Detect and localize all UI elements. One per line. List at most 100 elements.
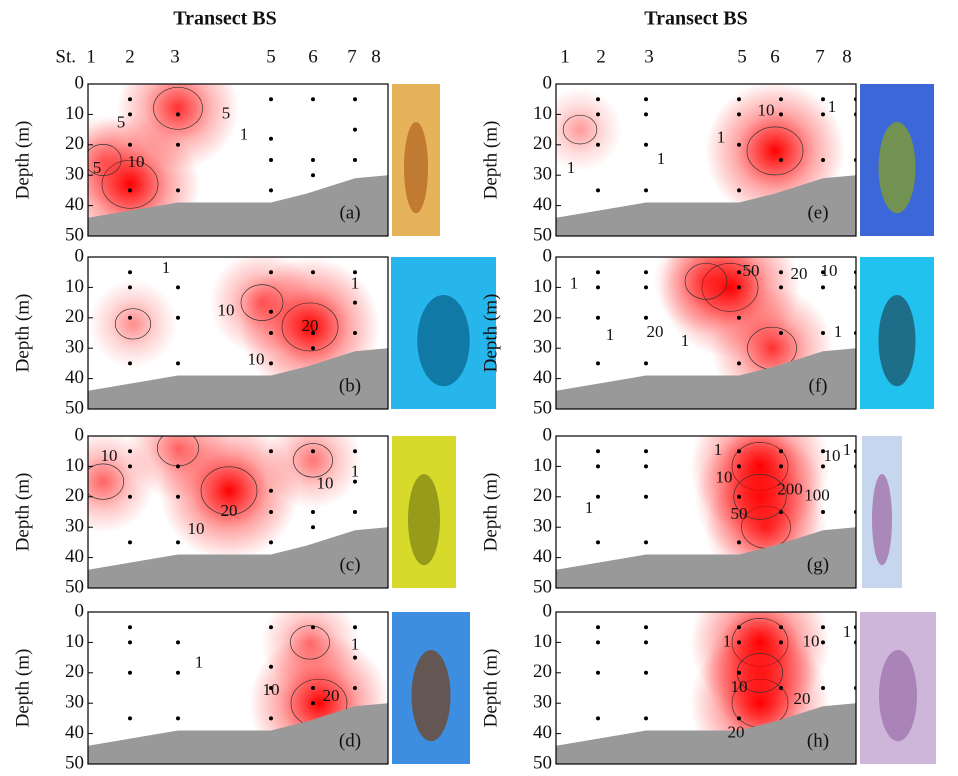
sample-point [128, 540, 132, 545]
sample-point [821, 686, 825, 690]
sample-point [176, 142, 180, 147]
sample-point [596, 625, 600, 630]
sample-point [596, 285, 600, 290]
sample-point [644, 97, 648, 102]
contour-label: 10 [218, 301, 235, 320]
sample-point [596, 97, 600, 102]
sample-point [311, 525, 315, 530]
y-tick-label: 0 [543, 245, 553, 266]
y-tick-label: 50 [533, 752, 552, 773]
sample-point [821, 449, 825, 454]
y-tick-label: 10 [533, 631, 552, 652]
sample-point [311, 346, 315, 351]
sample-point [779, 112, 783, 117]
y-tick-label: 30 [65, 692, 84, 713]
sample-point [644, 449, 648, 454]
y-tick-label: 40 [533, 546, 552, 567]
y-tick-label: 10 [65, 455, 84, 476]
sample-point [737, 285, 741, 290]
y-tick-label: 0 [75, 245, 85, 266]
y-tick-label: 20 [533, 306, 552, 327]
station-label: 5 [737, 46, 747, 67]
contour-line [746, 126, 804, 176]
sample-point [269, 158, 273, 162]
sample-point [269, 625, 273, 630]
hotspot [261, 612, 359, 692]
panel-label: (h) [807, 730, 829, 751]
sample-point [737, 625, 741, 630]
y-tick-label: 10 [533, 276, 552, 297]
contour-label: 1 [585, 498, 594, 517]
panel-label: (f) [809, 375, 828, 396]
y-tick-label: 0 [543, 72, 553, 93]
panel-label: (d) [339, 730, 361, 751]
sample-point [176, 315, 180, 320]
panel: 10 20 10 10 1 Depth (m) 0 10 20 30 40 50 (c) [12, 424, 456, 597]
sample-point [821, 285, 825, 290]
plot-area: 1 10 20 20 10 1 [556, 612, 856, 764]
contour-label: 1 [843, 440, 852, 459]
sample-point [596, 315, 600, 320]
organism-body [878, 295, 916, 387]
y-tick-label: 40 [65, 367, 84, 388]
y-axis-label: Depth (m) [480, 473, 501, 552]
plot-area: 1 50 20 10 20 1 1 1 [556, 257, 856, 409]
sample-point [311, 510, 315, 514]
contour-label: 10 [128, 152, 145, 171]
seafloor [556, 703, 856, 764]
sample-point [128, 315, 132, 320]
sample-point [737, 494, 741, 499]
sample-point [176, 640, 180, 645]
y-tick-label: 20 [533, 133, 552, 154]
y-tick-label: 50 [65, 224, 84, 245]
sample-point [269, 331, 273, 335]
contour-label: 100 [804, 486, 830, 505]
y-axis-label: Depth (m) [12, 294, 33, 373]
contour-label: 20 [647, 322, 664, 341]
sample-point [737, 112, 741, 117]
sample-point [128, 285, 132, 290]
sample-point [269, 136, 273, 141]
contour-label: 10 [803, 631, 820, 650]
sample-point [596, 112, 600, 117]
panel: 10 1 1 1 1 Transect BS 1 2 3 5 6 7 8 Depth (m) 0 10 20 30… [480, 8, 934, 245]
sample-point [128, 97, 132, 102]
contour-label: 1 [351, 634, 360, 653]
sample-point [821, 331, 825, 335]
y-axis-label: Depth (m) [480, 294, 501, 373]
y-tick-label: 40 [65, 546, 84, 567]
contour-label: 10 [716, 467, 733, 486]
sample-point [128, 640, 132, 645]
contour-label: 5 [117, 112, 126, 131]
contour-label: 1 [843, 622, 852, 641]
sample-point [269, 449, 273, 454]
panel: 1 50 20 10 20 1 1 1 Depth (m) 0 10 20 30 40 50 (f) [480, 245, 934, 418]
sample-point [821, 158, 825, 162]
plot-frame [555, 256, 857, 410]
sample-point [737, 361, 741, 366]
organism-body [872, 473, 892, 566]
y-tick-label: 20 [65, 306, 84, 327]
y-tick-label: 30 [533, 337, 552, 358]
sample-point [176, 540, 180, 545]
y-tick-label: 20 [65, 133, 84, 154]
station-label: 6 [308, 46, 318, 67]
sample-point [311, 270, 315, 275]
contour-label: 20 [728, 723, 745, 742]
contour-label: 10 [248, 349, 265, 368]
y-tick-label: 10 [65, 631, 84, 652]
panel-label: (e) [807, 202, 828, 223]
plot-frame [87, 83, 389, 237]
sample-point [737, 270, 741, 275]
sample-point [737, 97, 741, 102]
y-tick-label: 30 [65, 337, 84, 358]
station-label: 7 [347, 46, 357, 67]
title: Transect BS [173, 8, 277, 30]
sample-point [269, 309, 273, 314]
sample-point [269, 488, 273, 493]
contour-label: 1 [606, 325, 615, 344]
panel: 5 5 5 10 1 Transect BS St. 1 2 3 5 6 7 8 Depth (m) 0 10 2… [12, 8, 440, 245]
y-tick-label: 10 [533, 103, 552, 124]
sample-point [128, 270, 132, 275]
